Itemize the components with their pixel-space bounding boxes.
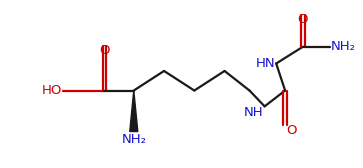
Polygon shape [130, 91, 138, 132]
Text: HN: HN [256, 57, 275, 70]
Text: NH₂: NH₂ [331, 40, 356, 53]
Text: NH: NH [244, 106, 264, 119]
Text: O: O [298, 13, 308, 26]
Text: NH₂: NH₂ [121, 133, 146, 145]
Text: O: O [286, 124, 297, 137]
Text: HO: HO [42, 84, 62, 97]
Text: O: O [99, 44, 110, 57]
